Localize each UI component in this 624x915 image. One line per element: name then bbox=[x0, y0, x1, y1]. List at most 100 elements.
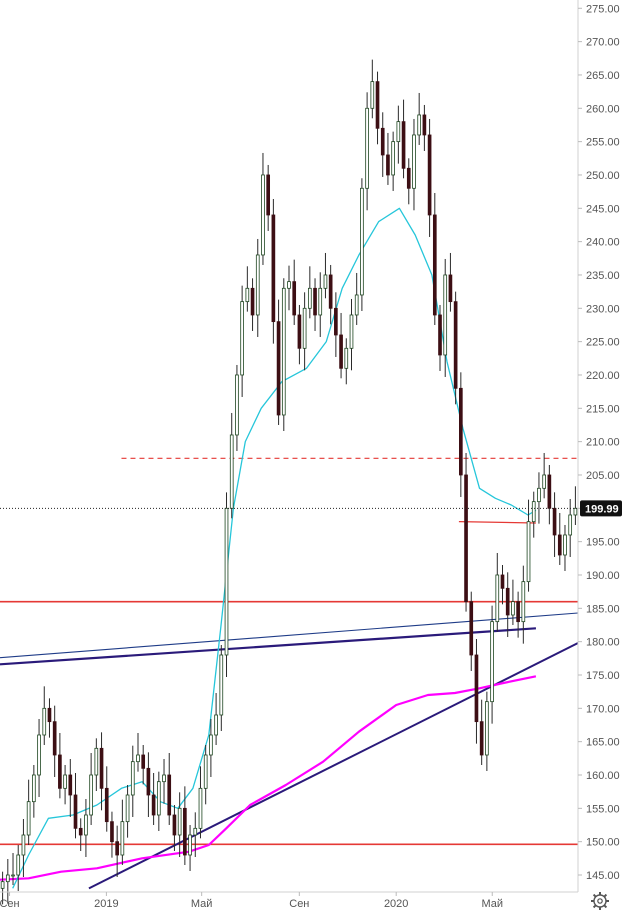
candle bbox=[240, 285, 244, 397]
moving-average-long bbox=[0, 675, 537, 881]
candle bbox=[214, 692, 218, 745]
candle bbox=[281, 278, 286, 431]
candle-body bbox=[531, 501, 536, 523]
candle bbox=[266, 164, 271, 231]
candle-body bbox=[125, 794, 130, 823]
candle bbox=[42, 686, 47, 745]
ma-short-line bbox=[12, 207, 537, 889]
candle-body bbox=[573, 507, 578, 516]
candle-body bbox=[375, 81, 380, 129]
candle-body bbox=[141, 754, 146, 769]
candle-body bbox=[563, 534, 567, 556]
candle-body bbox=[245, 287, 250, 303]
candle-body bbox=[63, 774, 67, 789]
candle-body bbox=[281, 287, 286, 416]
candle-body bbox=[490, 621, 494, 703]
y-tick-label: 270.00 bbox=[586, 37, 620, 49]
candle bbox=[198, 766, 203, 839]
candle bbox=[219, 644, 224, 731]
gear-icon[interactable] bbox=[591, 892, 609, 910]
candle-body bbox=[391, 141, 395, 176]
candle-body bbox=[427, 134, 432, 216]
candle bbox=[464, 452, 468, 612]
candle-body bbox=[386, 154, 390, 176]
candle bbox=[307, 266, 312, 319]
candle-body bbox=[334, 307, 338, 336]
candle bbox=[365, 92, 369, 211]
candle-body bbox=[307, 287, 312, 309]
x-tick-label: Сен bbox=[289, 898, 309, 910]
candle-body bbox=[120, 821, 125, 856]
x-tick-label: 2020 bbox=[384, 898, 408, 910]
candle bbox=[235, 364, 239, 451]
candle-body bbox=[313, 287, 317, 316]
x-tick-label: 2019 bbox=[94, 898, 118, 910]
candle-body bbox=[469, 601, 474, 656]
candle-body bbox=[432, 214, 437, 316]
candle-body bbox=[318, 287, 323, 316]
candle bbox=[542, 452, 546, 499]
x-tick-label: Сен bbox=[0, 898, 20, 910]
y-tick-label: 260.00 bbox=[586, 103, 620, 115]
candle-body bbox=[193, 827, 198, 836]
candle bbox=[505, 572, 510, 637]
candle-body bbox=[568, 514, 573, 536]
short-resistance-line bbox=[458, 521, 536, 524]
candle-body bbox=[339, 334, 343, 369]
candle-body bbox=[167, 774, 172, 816]
candle bbox=[417, 92, 422, 145]
candle-body bbox=[177, 807, 182, 836]
candle bbox=[172, 804, 177, 851]
candle-body bbox=[203, 754, 208, 789]
candle bbox=[261, 152, 265, 265]
candle-body bbox=[162, 774, 166, 783]
y-tick-label: 190.00 bbox=[586, 570, 620, 582]
y-tick-label: 255.00 bbox=[586, 137, 620, 149]
candle bbox=[511, 579, 515, 625]
candle bbox=[526, 499, 531, 592]
candle-body bbox=[188, 834, 192, 856]
y-tick-label: 225.00 bbox=[586, 337, 620, 349]
candle bbox=[432, 192, 437, 325]
y-tick-label: 180.00 bbox=[586, 637, 620, 649]
candle-body bbox=[266, 174, 271, 216]
x-tick-label: Май bbox=[481, 898, 503, 910]
candle-body bbox=[542, 474, 546, 489]
candle-body bbox=[5, 874, 10, 883]
candle bbox=[516, 591, 520, 638]
candlesticks bbox=[0, 59, 578, 905]
y-tick-label: 185.00 bbox=[586, 603, 620, 615]
candle-body bbox=[557, 534, 562, 556]
y-tick-label: 240.00 bbox=[586, 237, 620, 249]
candle bbox=[162, 758, 166, 804]
candle-body bbox=[344, 347, 349, 369]
candle bbox=[412, 118, 416, 211]
candle bbox=[125, 784, 130, 838]
candle bbox=[110, 811, 114, 858]
candle bbox=[203, 744, 208, 805]
y-axis-labels: 145.00 150.00 155.00 160.00 165.00 170.00 175.… bbox=[578, 3, 620, 882]
y-tick-label: 145.00 bbox=[586, 870, 620, 882]
candle bbox=[297, 304, 302, 365]
trend-line-mid bbox=[0, 627, 536, 666]
candle-body bbox=[448, 274, 453, 303]
y-tick-label: 210.00 bbox=[586, 437, 620, 449]
candle-body bbox=[500, 574, 505, 589]
candle bbox=[193, 812, 198, 857]
candle bbox=[99, 732, 104, 811]
candle bbox=[26, 779, 31, 845]
candle-body bbox=[459, 387, 463, 476]
y-tick-label: 160.00 bbox=[586, 770, 620, 782]
candle bbox=[495, 552, 500, 632]
y-tick-label: 205.00 bbox=[586, 470, 620, 482]
moving-average-short bbox=[12, 207, 537, 889]
candle-body bbox=[537, 487, 541, 503]
last-price-label: 199.99 bbox=[585, 503, 619, 515]
y-tick-label: 275.00 bbox=[586, 3, 620, 15]
candle-body bbox=[406, 167, 411, 189]
candle bbox=[78, 818, 83, 851]
candle bbox=[104, 766, 109, 832]
y-tick-label: 175.00 bbox=[586, 670, 620, 682]
candle-body bbox=[84, 814, 88, 836]
candle-body bbox=[89, 774, 93, 816]
